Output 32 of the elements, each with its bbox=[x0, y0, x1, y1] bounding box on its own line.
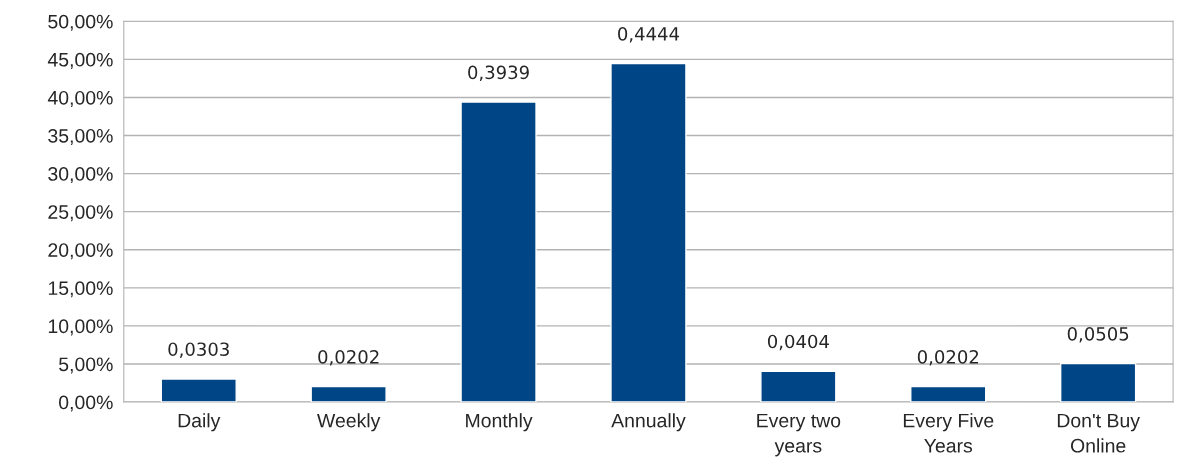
bar bbox=[310, 385, 387, 403]
y-tick-label: 20,00% bbox=[48, 243, 113, 260]
y-tick-label: 5,00% bbox=[59, 357, 113, 374]
y-tick-label: 0,00% bbox=[59, 395, 113, 412]
data-label: 0,3939 bbox=[468, 65, 529, 81]
x-tick-label: Daily bbox=[178, 413, 221, 432]
y-tick-label: 35,00% bbox=[48, 128, 113, 146]
bar bbox=[910, 385, 987, 403]
bar bbox=[460, 101, 537, 403]
y-tick-label: 40,00% bbox=[47, 90, 113, 107]
y-tick-label: 50,00% bbox=[48, 14, 113, 31]
x-tick-label: Every Five Years bbox=[903, 413, 994, 453]
y-tick-label: 45,00% bbox=[47, 52, 113, 69]
bar bbox=[610, 62, 687, 403]
bar bbox=[760, 370, 837, 403]
x-tick-label: Every two years bbox=[757, 413, 841, 457]
bar bbox=[1059, 362, 1137, 403]
data-label: 0,0202 bbox=[917, 350, 979, 366]
data-label: 0,0404 bbox=[767, 334, 829, 351]
y-tick-label: 10,00% bbox=[48, 319, 113, 336]
x-tick-label: Weekly bbox=[317, 413, 381, 432]
y-tick-label: 25,00% bbox=[48, 205, 113, 222]
data-label: 0,0202 bbox=[318, 350, 379, 366]
x-tick-label: Don't Buy Online bbox=[1057, 413, 1140, 453]
x-tick-label: Monthly bbox=[466, 413, 533, 432]
data-label: 0,4444 bbox=[618, 27, 680, 43]
y-tick-label: 30,00% bbox=[48, 167, 113, 184]
y-tick-label: 15,00% bbox=[48, 281, 113, 298]
data-label: 0,0303 bbox=[168, 342, 229, 358]
data-label: 0,0505 bbox=[1067, 326, 1129, 343]
bar bbox=[160, 378, 237, 403]
x-tick-label: Annually bbox=[611, 413, 686, 432]
